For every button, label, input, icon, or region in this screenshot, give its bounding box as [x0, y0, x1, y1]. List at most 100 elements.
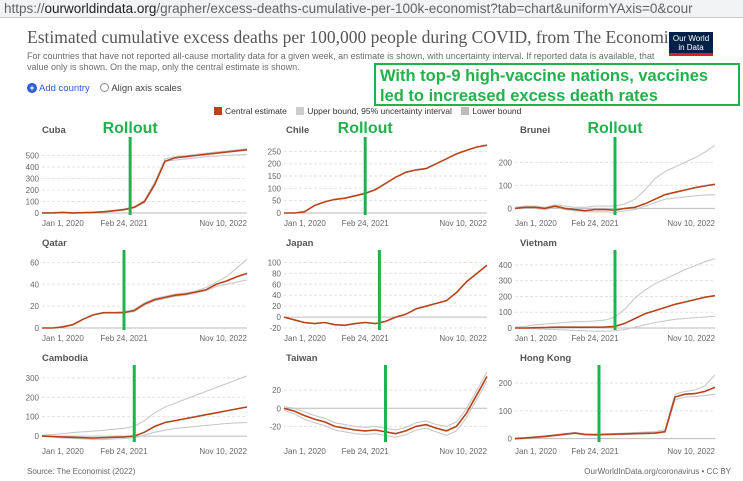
y-tick-label: 0	[35, 209, 40, 218]
panel-brunei: Brunei 0 100 200 Jan 1, 2020 Feb 24, 2021 Nov …	[499, 120, 716, 228]
x-tick-label: Nov 10, 2022	[667, 219, 715, 228]
legend-swatch-central	[214, 107, 222, 115]
url-text[interactable]: https://ourworldindata.org/grapher/exces…	[4, 1, 739, 16]
rollout-label: Rollout	[338, 120, 394, 137]
x-tick-label: Jan 1, 2020	[515, 334, 557, 343]
y-tick-label: -20	[269, 422, 281, 431]
y-tick-label: 80	[272, 269, 281, 278]
x-tick-label: Feb 24, 2021	[342, 219, 390, 228]
y-tick-label: 300	[26, 175, 40, 184]
panel-title: Qatar	[42, 238, 67, 249]
panel-vietnam: Vietnam 0 100 200 300 400 Jan 1, 2020 Feb 24, 2…	[499, 238, 716, 343]
y-tick-label: 200	[499, 292, 513, 301]
central-line	[514, 386, 716, 440]
x-tick-label: Feb 24, 2021	[100, 334, 148, 343]
x-tick-label: Nov 10, 2022	[439, 447, 487, 456]
x-tick-label: Jan 1, 2020	[284, 219, 326, 228]
add-country-label: Add country	[39, 83, 90, 94]
y-tick-label: 20	[30, 302, 39, 311]
logo-line1: Our World	[672, 34, 710, 43]
legend-item-lower[interactable]: Lower bound	[461, 106, 521, 116]
panel-hong-kong: Hong Kong 0 100 200 Jan 1, 2020 Feb 24, 2021 N…	[499, 353, 716, 456]
y-tick-label: 100	[26, 413, 40, 422]
rollout-label: Rollout	[103, 120, 159, 137]
central-line	[283, 264, 488, 327]
rollout-label: Rollout	[587, 120, 643, 137]
x-tick-label: Nov 10, 2022	[439, 219, 487, 228]
x-tick-label: Feb 24, 2021	[571, 447, 619, 456]
y-tick-label: 50	[272, 197, 281, 206]
y-tick-label: 0	[277, 313, 282, 322]
y-tick-label: 250	[268, 147, 282, 156]
radio-icon[interactable]	[100, 83, 110, 92]
x-tick-label: Nov 10, 2022	[667, 447, 715, 456]
x-tick-label: Jan 1, 2020	[42, 219, 84, 228]
y-tick-label: 20	[272, 386, 281, 395]
y-tick-label: 150	[268, 172, 282, 181]
x-tick-label: Jan 1, 2020	[284, 447, 326, 456]
panel-title: Chile	[286, 125, 309, 136]
lower-bound-line	[514, 393, 716, 440]
owid-logo[interactable]: Our World in Data	[669, 32, 713, 56]
legend-item-upper[interactable]: Upper bound, 95% uncertainty interval	[296, 106, 452, 116]
upper-bound-line	[514, 374, 716, 439]
legend-label-upper: Upper bound, 95% uncertainty interval	[307, 106, 452, 116]
y-tick-label: 100	[499, 308, 513, 317]
y-tick-label: 0	[508, 435, 513, 444]
y-tick-label: 40	[30, 280, 39, 289]
credit-note[interactable]: OurWorldInData.org/coronavirus • CC BY	[584, 467, 731, 476]
lower-bound-line	[41, 421, 248, 441]
chart-subtitle: For countries that have not reported all…	[27, 51, 655, 72]
y-tick-label: 500	[26, 152, 40, 161]
y-tick-label: 400	[26, 163, 40, 172]
x-tick-label: Nov 10, 2022	[667, 334, 715, 343]
annotation-box: With top-9 high-vaccine nations, vaccine…	[374, 63, 740, 106]
y-tick-label: 200	[268, 160, 282, 169]
url-domain: ourworldindata.org	[44, 1, 157, 16]
panel-title: Japan	[286, 238, 314, 249]
y-tick-label: 0	[277, 209, 282, 218]
url-path: /grapher/excess-deaths-cumulative-per-10…	[156, 1, 693, 16]
x-tick-label: Jan 1, 2020	[42, 334, 84, 343]
legend: Central estimate Upper bound, 95% uncert…	[214, 106, 528, 116]
lower-bound-line	[41, 153, 248, 214]
central-line	[42, 272, 248, 329]
address-bar[interactable]: https://ourworldindata.org/grapher/exces…	[0, 0, 743, 18]
y-tick-label: 60	[272, 280, 281, 289]
x-tick-label: Nov 10, 2022	[439, 334, 487, 343]
x-tick-label: Feb 24, 2021	[571, 334, 619, 343]
y-tick-label: 0	[508, 324, 513, 333]
y-tick-label: 40	[272, 291, 281, 300]
y-tick-label: 0	[35, 324, 40, 333]
panel-title: Cuba	[42, 125, 66, 136]
y-tick-label: 60	[30, 258, 39, 267]
x-tick-label: Jan 1, 2020	[42, 447, 84, 456]
y-tick-label: 100	[26, 198, 40, 207]
central-line	[42, 149, 248, 214]
panel-title: Hong Kong	[520, 353, 571, 364]
legend-item-central[interactable]: Central estimate	[214, 106, 287, 116]
x-tick-label: Feb 24, 2021	[571, 219, 619, 228]
panel-taiwan: Taiwan -20 0 20 Jan 1, 2020 Feb 24, 2021 Nov 1…	[269, 353, 488, 456]
source-note[interactable]: Source: The Economist (2022)	[27, 467, 136, 476]
y-tick-label: 200	[499, 379, 513, 388]
legend-label-central: Central estimate	[225, 106, 287, 116]
panel-title: Taiwan	[286, 353, 318, 364]
y-tick-label: 200	[499, 158, 513, 167]
panel-title: Vietnam	[520, 238, 557, 249]
y-tick-label: -20	[269, 324, 281, 333]
legend-swatch-lower	[461, 107, 470, 115]
x-tick-label: Jan 1, 2020	[515, 219, 557, 228]
align-axis-label[interactable]: Align axis scales	[111, 83, 182, 94]
upper-bound-line	[42, 258, 248, 329]
panel-cuba: Cuba 0 100 200 300 400 500 Jan 1, 2020 Feb 24, 2…	[26, 120, 248, 228]
x-tick-label: Jan 1, 2020	[284, 334, 326, 343]
add-country-button[interactable]: + Add country	[27, 83, 90, 94]
plus-icon: +	[27, 83, 37, 93]
panel-title: Brunei	[520, 125, 550, 136]
x-tick-label: Feb 24, 2021	[100, 219, 148, 228]
x-tick-label: Nov 10, 2022	[199, 334, 247, 343]
x-tick-label: Nov 10, 2022	[199, 219, 247, 228]
y-tick-label: 100	[268, 184, 282, 193]
